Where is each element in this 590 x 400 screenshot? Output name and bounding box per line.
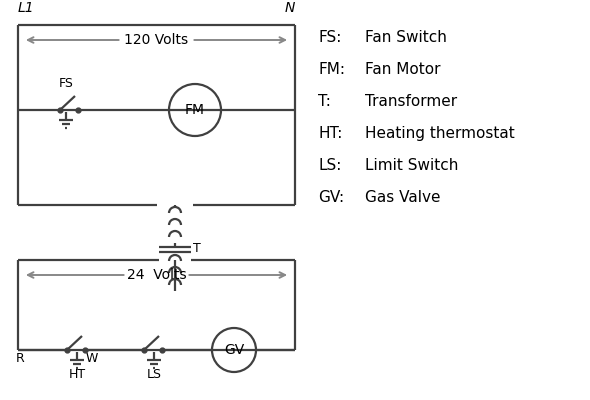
Text: HT: HT xyxy=(68,368,86,381)
Text: GV:: GV: xyxy=(318,190,344,205)
Text: FM: FM xyxy=(185,103,205,117)
Text: Fan Switch: Fan Switch xyxy=(365,30,447,45)
Text: Fan Motor: Fan Motor xyxy=(365,62,441,77)
Text: FS: FS xyxy=(58,77,73,90)
Text: W: W xyxy=(86,352,98,365)
Text: FS:: FS: xyxy=(318,30,342,45)
Text: N: N xyxy=(284,1,295,15)
Text: LS: LS xyxy=(146,368,162,381)
Text: FM:: FM: xyxy=(318,62,345,77)
Text: Gas Valve: Gas Valve xyxy=(365,190,441,205)
Text: T:: T: xyxy=(318,94,331,109)
Text: HT:: HT: xyxy=(318,126,342,141)
Text: 120 Volts: 120 Volts xyxy=(124,33,189,47)
Text: T: T xyxy=(193,242,201,256)
Text: 24  Volts: 24 Volts xyxy=(127,268,186,282)
Text: Limit Switch: Limit Switch xyxy=(365,158,458,173)
Text: LS:: LS: xyxy=(318,158,342,173)
Text: R: R xyxy=(15,352,24,365)
Text: Transformer: Transformer xyxy=(365,94,457,109)
Text: GV: GV xyxy=(224,343,244,357)
Text: Heating thermostat: Heating thermostat xyxy=(365,126,514,141)
Text: L1: L1 xyxy=(18,1,35,15)
